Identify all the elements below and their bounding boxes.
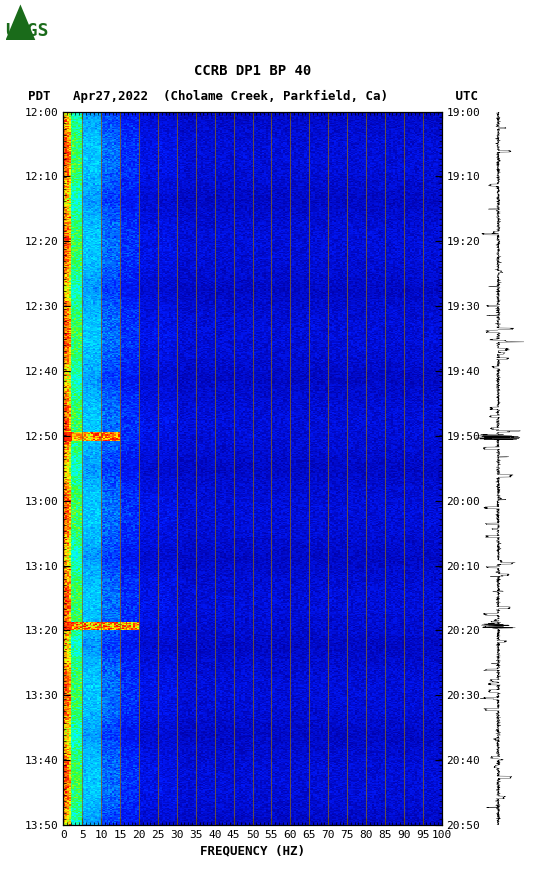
Text: USGS: USGS bbox=[6, 22, 49, 40]
Polygon shape bbox=[6, 4, 35, 40]
X-axis label: FREQUENCY (HZ): FREQUENCY (HZ) bbox=[200, 844, 305, 857]
Text: CCRB DP1 BP 40: CCRB DP1 BP 40 bbox=[194, 64, 311, 78]
Text: PDT   Apr27,2022  (Cholame Creek, Parkfield, Ca)         UTC: PDT Apr27,2022 (Cholame Creek, Parkfield… bbox=[28, 89, 477, 103]
